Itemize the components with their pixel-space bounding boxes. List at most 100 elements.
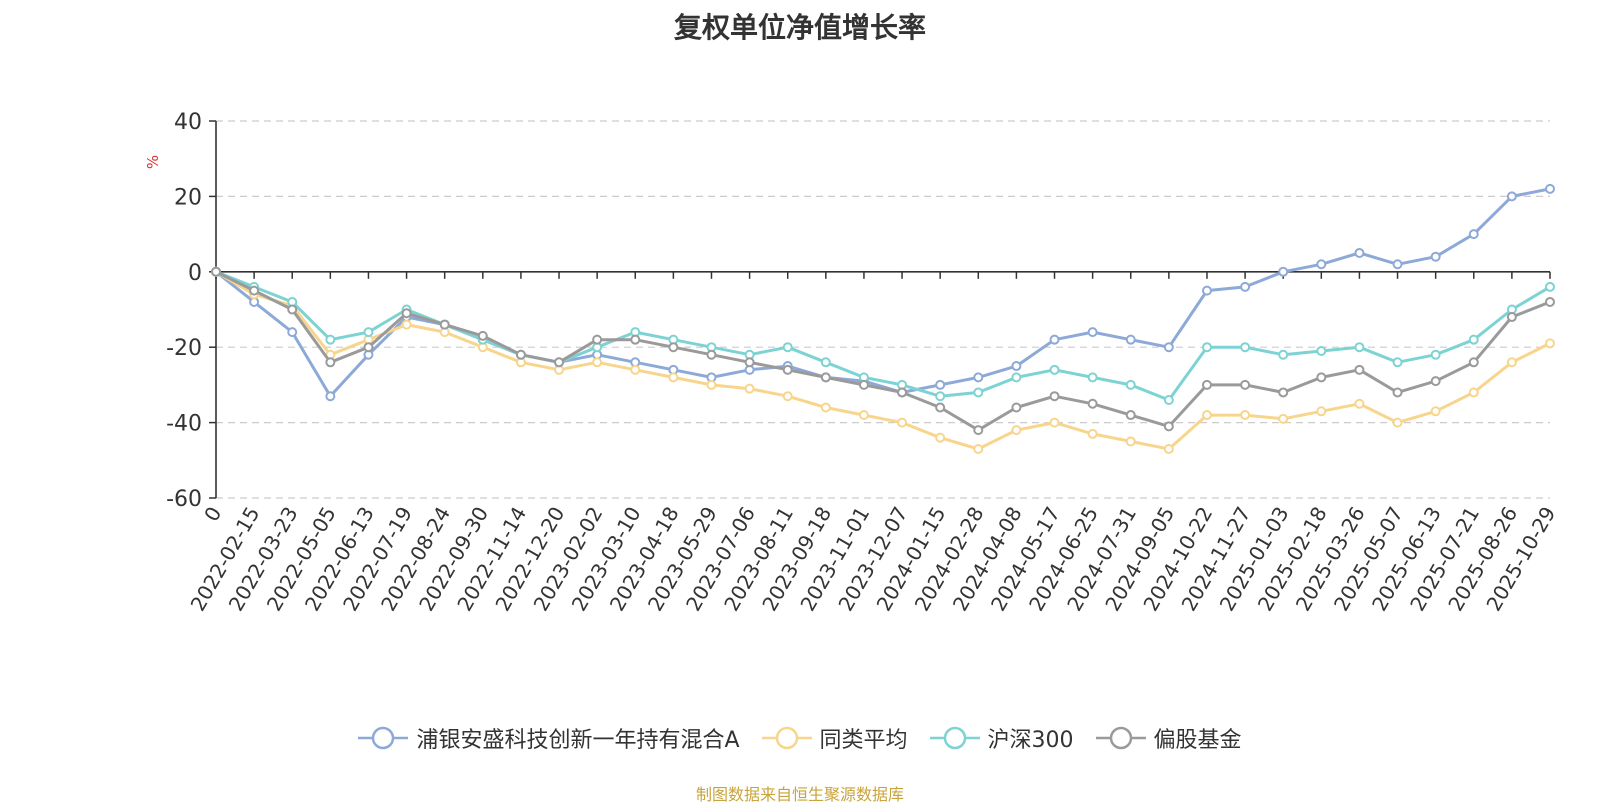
data-point [1011,361,1022,372]
data-point [325,357,336,368]
data-point [592,357,603,368]
data-point [858,379,869,390]
data-point [1354,364,1365,375]
data-point [515,349,526,360]
data-point [630,364,641,375]
x-tick-label: 0 [199,503,226,526]
data-point [401,319,412,330]
data-point [1163,394,1174,405]
data-point [1316,406,1327,417]
data-point [706,349,717,360]
y-axis-label: % [144,155,162,169]
data-point [211,266,221,277]
legend-label: 浦银安盛科技创新一年持有混合A [416,728,740,753]
data-point [1087,398,1098,409]
data-point [1087,372,1098,383]
data-point [249,285,260,296]
data-point [1354,342,1365,353]
data-point [897,387,908,398]
data-point [1049,417,1060,428]
legend-item[interactable]: 偏股基金 [1095,722,1242,754]
legend-marker-icon [358,726,409,750]
series-line [215,270,1551,402]
data-point [592,334,603,345]
data-point [1049,391,1060,402]
legend-item[interactable]: 同类平均 [761,722,908,754]
grid-lines [216,120,1550,499]
data-point [1087,327,1098,338]
series-line [215,187,1551,398]
data-point [1049,334,1060,345]
data-point [1125,379,1136,390]
data-point [1506,312,1517,323]
data-point [1087,428,1098,439]
data-point [935,432,946,443]
data-point [1201,410,1212,421]
data-point [744,357,755,368]
data-point [1125,334,1136,345]
data-point [1201,379,1212,390]
legend-label: 沪深300 [987,728,1074,753]
data-point [1316,372,1327,383]
y-tick-label: -60 [166,487,202,512]
data-point [782,342,793,353]
data-point [820,402,831,413]
x-axis: 02022-02-152022-03-232022-05-052022-06-1… [186,270,1560,615]
data-point [1392,387,1403,398]
data-point [820,357,831,368]
data-point [706,379,717,390]
data-point [1011,402,1022,413]
y-tick-label: 40 [174,110,202,135]
data-point [1354,247,1365,258]
data-point [1240,379,1251,390]
data-point [973,372,984,383]
data-point [1163,443,1174,454]
data-point [973,387,984,398]
data-point [1163,342,1174,353]
legend-marker-icon [761,726,812,750]
y-tick-label: 0 [188,261,202,286]
data-point [1201,285,1212,296]
source-note: 制图数据来自恒生聚源数据库 [695,785,904,804]
data-point [782,364,793,375]
data-point [1392,357,1403,368]
data-point [363,342,374,353]
data-point [973,425,984,436]
legend-item[interactable]: 沪深300 [929,722,1074,754]
data-point [630,334,641,345]
data-point [1506,357,1517,368]
data-point [1316,259,1327,270]
data-point [554,357,565,368]
data-point [1125,410,1136,421]
data-point [1430,349,1441,360]
data-point [1240,410,1251,421]
data-point [1506,191,1517,202]
data-point [668,342,679,353]
data-point [1240,281,1251,292]
data-point [1392,259,1403,270]
data-point [897,417,908,428]
data-point [1545,281,1555,292]
data-point [668,372,679,383]
data-point [1278,387,1289,398]
legend-item[interactable]: 浦银安盛科技创新一年持有混合A [358,722,740,754]
data-point [1011,372,1022,383]
legend-label: 同类平均 [819,728,908,753]
data-point [287,327,298,338]
series-layer [211,183,1555,454]
legend-marker-icon [1095,726,1146,750]
series-line [215,270,1551,451]
y-tick-label: -20 [166,336,202,361]
legend-marker-icon [929,726,980,750]
legend: 浦银安盛科技创新一年持有混合A 同类平均 沪深300 偏股基金 [0,722,1600,754]
data-point [935,402,946,413]
data-point [1011,425,1022,436]
data-point [1392,417,1403,428]
data-point [744,383,755,394]
data-point [1201,342,1212,353]
data-point [1430,376,1441,387]
data-point [363,327,374,338]
legend-label: 偏股基金 [1153,728,1242,753]
data-point [1316,345,1327,356]
